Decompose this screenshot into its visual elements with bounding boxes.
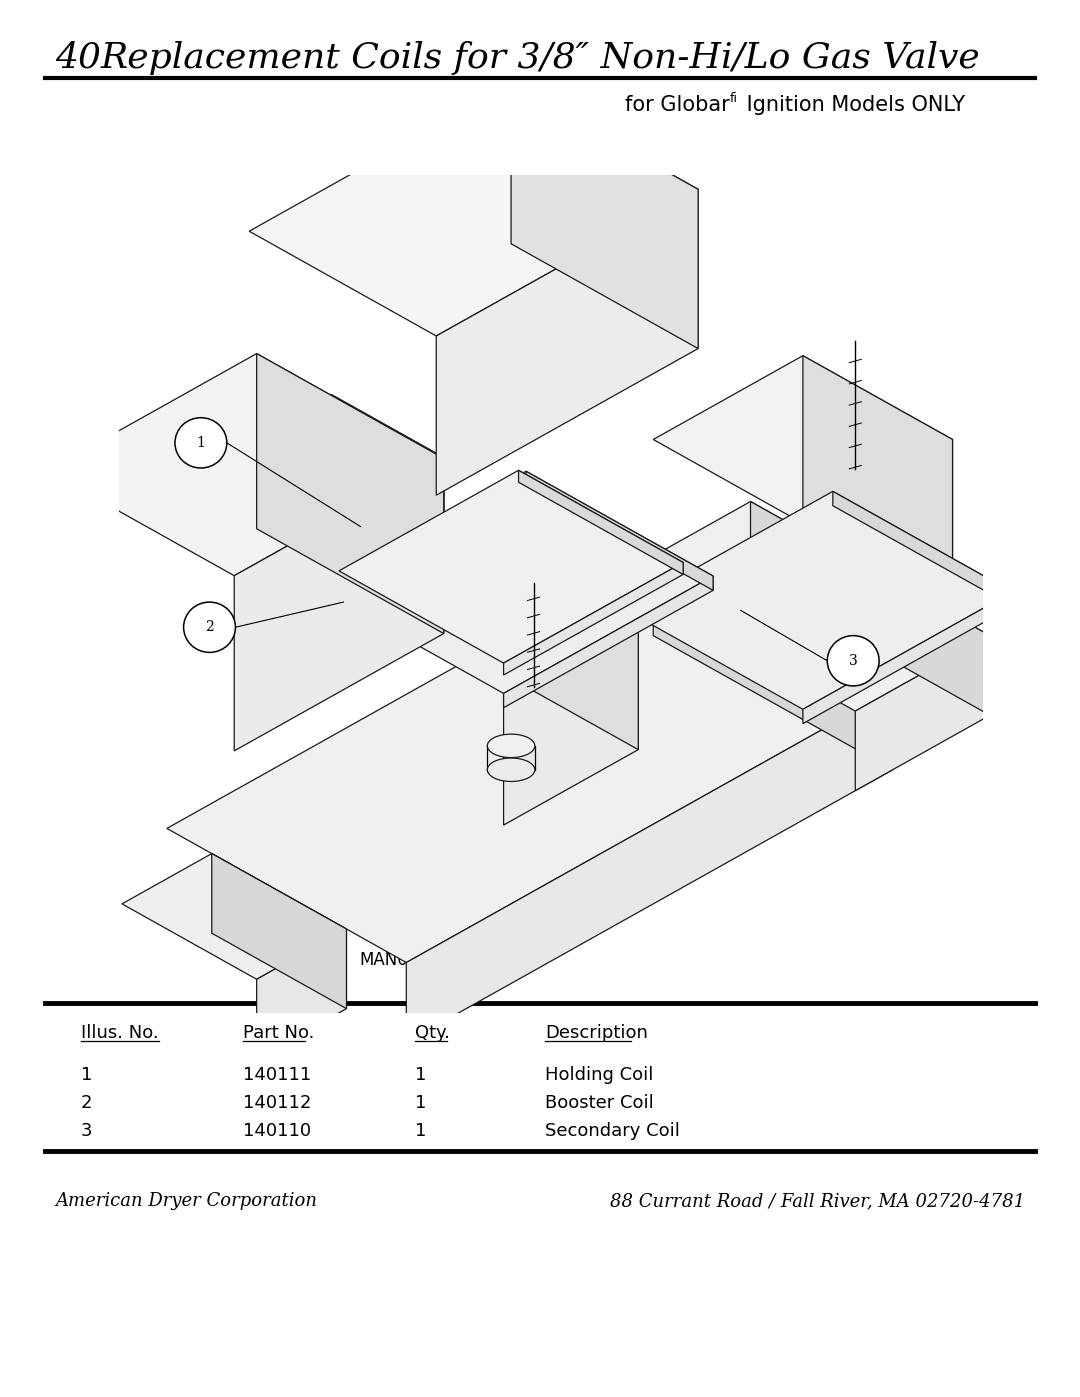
Text: Replacement Coils for 3/8″ Non-Hi/Lo Gas Valve: Replacement Coils for 3/8″ Non-Hi/Lo Gas… [100,41,980,75]
Polygon shape [406,690,893,1042]
Text: Description: Description [545,1024,648,1042]
Text: 1: 1 [416,1094,427,1112]
Polygon shape [436,189,698,496]
Text: Secondary Coil: Secondary Coil [545,1122,680,1140]
Polygon shape [257,353,444,634]
Text: 1: 1 [81,1066,92,1084]
Polygon shape [802,592,1012,724]
Text: 1: 1 [197,436,205,450]
Polygon shape [833,492,1012,606]
Polygon shape [316,471,713,693]
Text: Qty.: Qty. [416,1024,450,1042]
Polygon shape [503,563,684,675]
Polygon shape [249,84,698,335]
Polygon shape [653,356,953,524]
Polygon shape [167,556,893,963]
Text: 1: 1 [416,1066,427,1084]
Text: Part No.: Part No. [243,1024,314,1042]
Polygon shape [257,929,347,1059]
Ellipse shape [487,759,535,781]
Text: MAN0185: MAN0185 [360,951,441,970]
Text: American Dryer Corporation: American Dryer Corporation [55,1192,318,1210]
Polygon shape [332,394,444,513]
Text: for Globar: for Globar [625,95,730,115]
Polygon shape [511,84,698,349]
Polygon shape [339,471,684,664]
Polygon shape [503,576,713,708]
Text: 40: 40 [55,41,102,75]
Text: 140112: 140112 [243,1094,311,1112]
Polygon shape [212,854,347,1009]
Polygon shape [623,492,1012,710]
Polygon shape [653,556,893,770]
Polygon shape [518,471,684,574]
Text: 3: 3 [849,654,858,668]
Text: 1: 1 [416,1122,427,1140]
Text: fi: fi [730,92,738,106]
Polygon shape [354,490,638,650]
Ellipse shape [487,735,535,757]
Polygon shape [855,636,990,791]
Polygon shape [488,490,638,750]
Polygon shape [234,458,444,752]
Circle shape [175,418,227,468]
Text: 3: 3 [81,1122,92,1140]
Polygon shape [802,440,953,683]
Polygon shape [294,394,444,479]
Text: 2: 2 [81,1094,92,1112]
Polygon shape [48,353,444,576]
Text: 140110: 140110 [243,1122,311,1140]
Text: Illus. No.: Illus. No. [81,1024,159,1042]
Circle shape [827,636,879,686]
Polygon shape [526,471,713,591]
Text: 2: 2 [205,620,214,634]
Text: 88 Currant Road / Fall River, MA 02720-4781: 88 Currant Road / Fall River, MA 02720-4… [610,1192,1025,1210]
Polygon shape [406,458,444,534]
Polygon shape [503,574,638,826]
Polygon shape [122,854,347,979]
Text: 140111: 140111 [243,1066,311,1084]
Polygon shape [616,502,990,711]
Text: Ignition Models ONLY: Ignition Models ONLY [740,95,966,115]
Text: Holding Coil: Holding Coil [545,1066,653,1084]
Text: Booster Coil: Booster Coil [545,1094,653,1112]
Polygon shape [751,502,990,715]
Circle shape [184,602,235,652]
Polygon shape [802,356,953,599]
